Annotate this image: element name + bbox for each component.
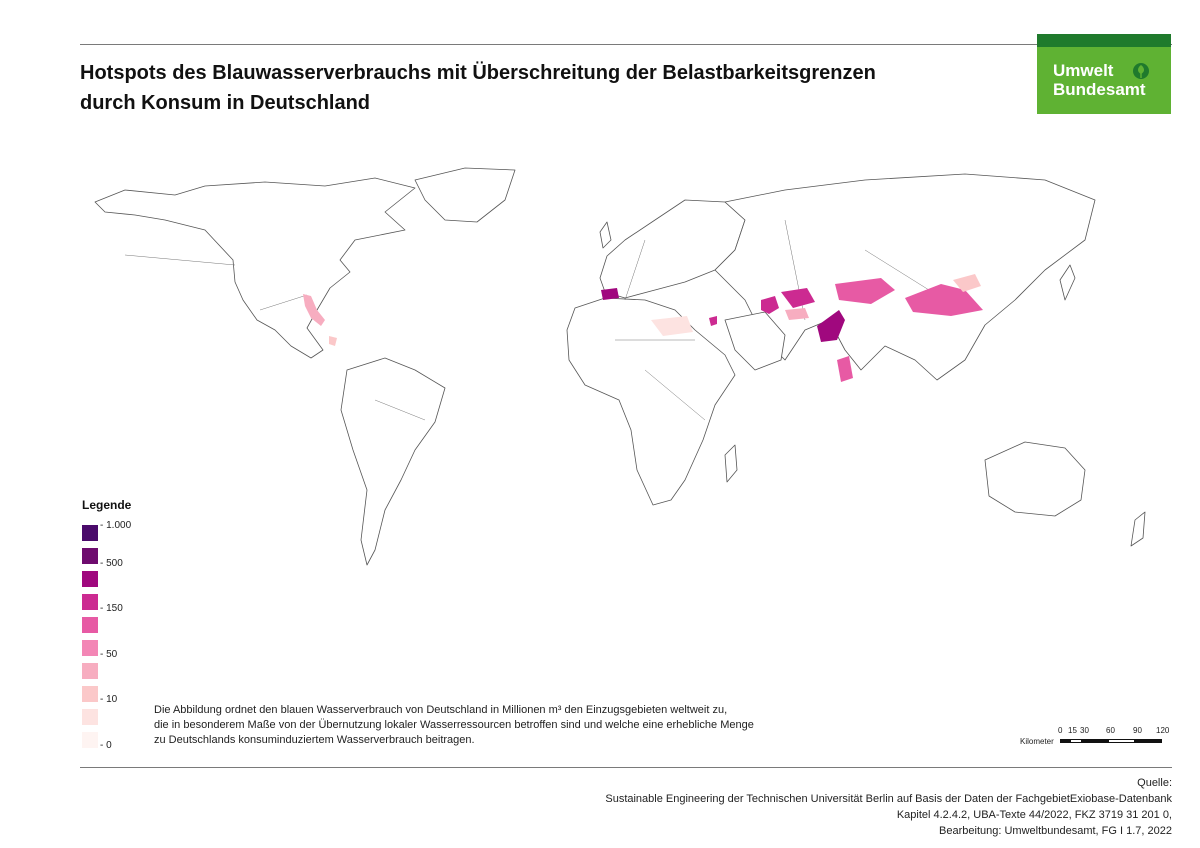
hotspot-israel	[709, 316, 717, 326]
hotspot-pakistan	[817, 310, 845, 342]
source-note: Quelle: Sustainable Engineering der Tech…	[605, 775, 1172, 839]
scale-bar: 0 15 30 60 90 120 Kilometer	[1020, 726, 1175, 750]
australia	[984, 441, 1086, 517]
title-line-2: durch Konsum in Deutschland	[80, 92, 371, 114]
leaf-icon	[1133, 63, 1149, 79]
scale-segment-2	[1070, 739, 1082, 743]
south-america	[340, 357, 446, 566]
description-line-1: Die Abbildung ordnet den blauen Wasserve…	[154, 704, 728, 716]
hotspot-central-asia	[781, 288, 815, 308]
hotspots	[303, 274, 983, 382]
legend-label-1000: - 1.000	[100, 520, 132, 531]
scale-segment-3	[1082, 739, 1108, 743]
map-title: Hotspots des Blauwasserverbrauchs mit Üb…	[80, 58, 980, 118]
description-line-3: zu Deutschlands konsuminduziertem Wasser…	[154, 734, 475, 746]
legend-swatch-7	[82, 663, 98, 679]
scale-segment-1	[1060, 739, 1070, 743]
world-map	[94, 167, 1146, 566]
scale-tick-15: 15	[1068, 726, 1077, 735]
hotspot-china	[905, 284, 983, 316]
north-america	[94, 177, 416, 359]
legend-label-50: - 50	[100, 649, 118, 660]
source-line-2: Kapitel 4.2.4.2, UBA-Texte 44/2022, FKZ …	[896, 809, 1172, 821]
top-divider	[80, 44, 1172, 45]
scale-segment-4	[1108, 739, 1135, 743]
legend-swatch-3	[82, 571, 98, 587]
hotspot-us-southwest	[303, 294, 325, 326]
new-zealand	[1130, 511, 1146, 547]
map-description: Die Abbildung ordnet den blauen Wasserve…	[154, 703, 854, 748]
madagascar	[724, 444, 738, 483]
legend-swatch-10	[82, 732, 98, 748]
hotspot-western-china	[835, 278, 895, 304]
hotspot-mexico	[329, 336, 337, 346]
legend-swatch-9	[82, 709, 98, 725]
legend-title: Legende	[82, 498, 132, 512]
europe	[599, 199, 746, 299]
landmasses	[94, 167, 1146, 566]
uba-logo: Umwelt Bundesamt	[1037, 34, 1171, 114]
legend-label-150: - 150	[100, 603, 123, 614]
title-line-1: Hotspots des Blauwasserverbrauchs mit Üb…	[80, 62, 876, 84]
description-line-2: die in besonderem Maße von der Übernutzu…	[154, 719, 754, 731]
legend-swatch-2	[82, 548, 98, 564]
hotspot-spain	[601, 288, 619, 300]
source-label: Quelle:	[1137, 777, 1172, 789]
logo-top-bar	[1037, 34, 1171, 47]
greenland	[414, 167, 516, 223]
logo-text: Umwelt Bundesamt	[1053, 61, 1146, 99]
source-line-1: Sustainable Engineering der Technischen …	[605, 793, 1172, 805]
scale-tick-30: 30	[1080, 726, 1089, 735]
hotspot-india	[837, 356, 853, 382]
logo-line-2: Bundesamt	[1053, 80, 1146, 99]
scale-tick-0: 0	[1058, 726, 1063, 735]
hotspot-north-africa	[651, 316, 693, 336]
africa	[566, 297, 736, 506]
legend-swatch-6	[82, 640, 98, 656]
hotspot-iran	[785, 308, 809, 320]
source-line-3: Bearbeitung: Umweltbundesamt, FG I 1.7, …	[939, 825, 1172, 837]
uk	[599, 221, 612, 249]
japan	[1059, 264, 1076, 301]
legend-label-0: - 0	[100, 740, 112, 751]
hotspot-north-china	[953, 274, 981, 292]
logo-line-1: Umwelt	[1053, 61, 1114, 80]
legend-swatch-4	[82, 594, 98, 610]
legend-label-10: - 10	[100, 694, 118, 705]
legend-label-500: - 500	[100, 558, 123, 569]
legend-swatch-8	[82, 686, 98, 702]
scale-tick-90: 90	[1133, 726, 1142, 735]
scale-tick-60: 60	[1106, 726, 1115, 735]
asia	[714, 173, 1096, 381]
hotspot-turkey	[761, 296, 779, 314]
scale-tick-120: 120	[1156, 726, 1170, 735]
legend-swatch-5	[82, 617, 98, 633]
scale-unit: Kilometer	[1020, 737, 1054, 746]
scale-segment-5	[1135, 739, 1162, 743]
bottom-divider	[80, 767, 1172, 768]
legend-swatch-1	[82, 525, 98, 541]
